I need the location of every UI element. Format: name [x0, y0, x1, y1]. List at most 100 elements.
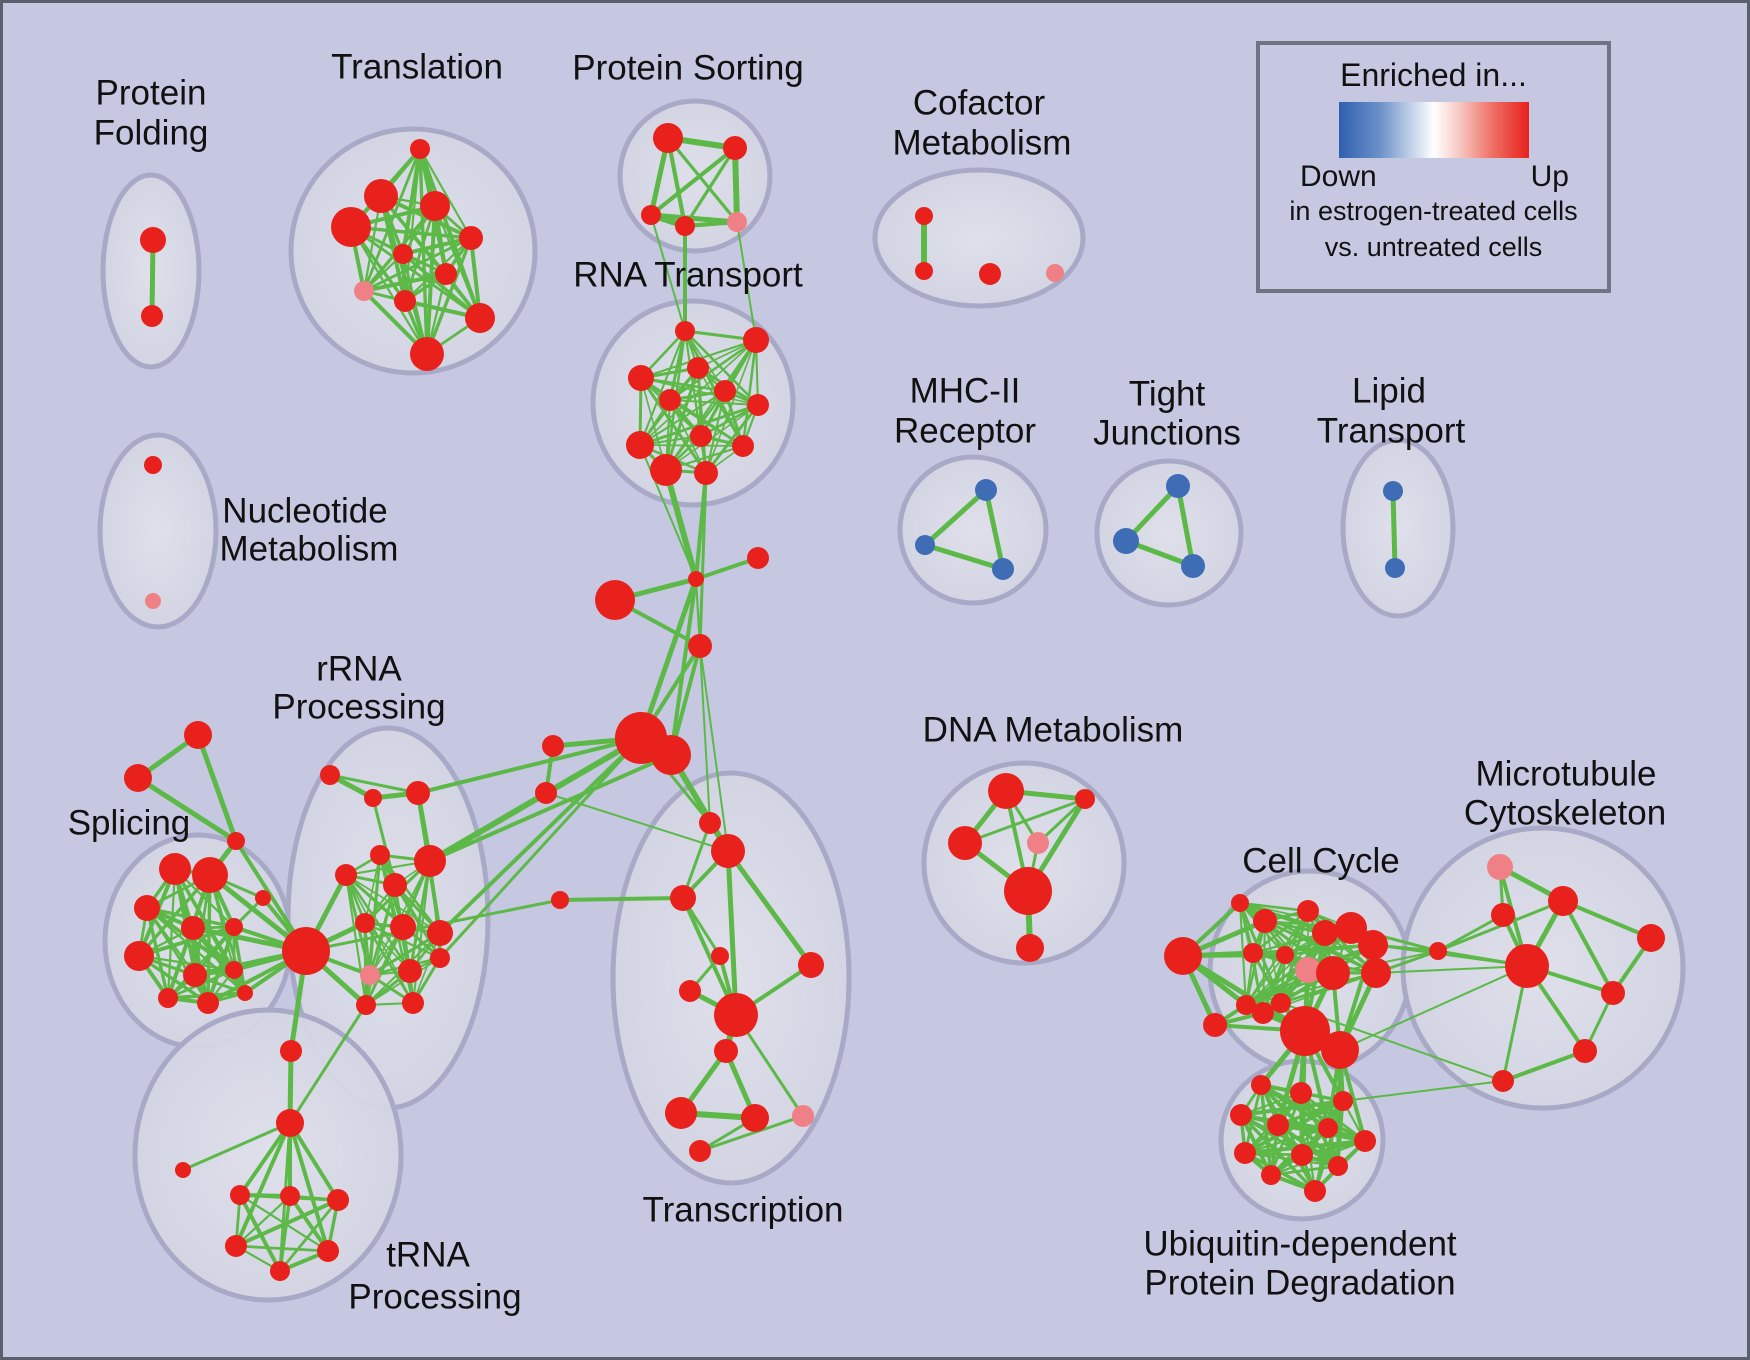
cluster-label: DNA Metabolism [923, 711, 1184, 750]
cluster-label: Splicing [68, 804, 191, 843]
graph-node-red [1601, 981, 1625, 1005]
cluster-label: Transport [1317, 412, 1466, 451]
graph-edge [401, 252, 482, 320]
cluster-label: tRNA [386, 1236, 470, 1275]
cluster-ellipse-lipid-transport [1340, 437, 1456, 619]
graph-edge [683, 146, 737, 228]
graph-node-red [276, 1109, 304, 1137]
graph-edge [1238, 901, 1310, 913]
graph-node-red [688, 634, 712, 658]
legend-up-label: Up [1530, 160, 1569, 193]
graph-node-red [225, 1235, 247, 1257]
graph-edge [393, 883, 442, 960]
graph-node-red [1429, 942, 1447, 960]
graph-node-red [183, 963, 207, 987]
cluster-ellipse-cofactor-metabolism [872, 167, 1086, 309]
graph-node-red [628, 365, 654, 391]
graph-node-red [1203, 1013, 1227, 1037]
graph-edge [669, 577, 698, 757]
graph-node-red [743, 327, 769, 353]
graph-edge [639, 376, 708, 475]
graph-node-red [626, 431, 654, 459]
graph-node-red [280, 1186, 300, 1206]
graph-node-red [1243, 943, 1263, 963]
graph-node-red [406, 781, 430, 805]
graph-edge [1239, 1099, 1345, 1117]
graph-edge [683, 329, 760, 407]
legend: Enriched in... Down Up in estrogen-treat… [1256, 41, 1611, 293]
graph-node-red [679, 980, 701, 1002]
graph-node-red [915, 262, 933, 280]
cluster-label: rRNA [316, 650, 402, 689]
graph-node-red [393, 244, 413, 264]
graph-node-red [1304, 1180, 1326, 1202]
graph-edge [1561, 899, 1615, 995]
graph-node-red [1164, 937, 1202, 975]
graph-edge [362, 272, 448, 293]
graph-edge [438, 736, 643, 935]
graph-edge [1501, 1049, 1587, 1083]
graph-edge [650, 214, 686, 332]
graph-edge [288, 1121, 330, 1253]
graph-edge [362, 147, 422, 293]
graph-node-red [732, 435, 754, 457]
graph-edge [681, 821, 712, 900]
graph-node-red [1234, 1142, 1256, 1164]
cluster-label: Microtubule [1476, 755, 1657, 794]
graph-node-red [1230, 1104, 1252, 1126]
graph-node-red [427, 920, 453, 946]
graph-edge [983, 487, 1006, 572]
graph-node-red [175, 1162, 191, 1178]
graph-node-red [747, 394, 769, 416]
graph-node-red [675, 216, 695, 236]
graph-node-red [690, 425, 712, 447]
graph-node-red [1290, 1082, 1312, 1104]
graph-node-red [414, 845, 446, 877]
graph-node-red [225, 918, 243, 936]
graph-node-red [1291, 1144, 1313, 1166]
cluster-label: Metabolism [220, 530, 399, 569]
graph-node-blue [1181, 554, 1205, 578]
graph-node-red [124, 941, 154, 971]
graph-node-red [714, 1039, 738, 1063]
graph-node-red [675, 321, 695, 341]
graph-edge [698, 471, 708, 648]
graph-node-red [402, 992, 424, 1014]
graph-edge [288, 1194, 330, 1253]
graph-node-red [435, 263, 457, 285]
cluster-label: Nucleotide [222, 492, 387, 531]
graph-node-red [1267, 1114, 1289, 1136]
graph-node-red [270, 1261, 290, 1281]
graph-edge [418, 147, 482, 320]
graph-edge [365, 957, 441, 1006]
graph-edge [418, 147, 473, 240]
graph-node-pink [1487, 854, 1513, 880]
graph-edge [135, 775, 239, 844]
cluster-ellipse-mhc-ii-receptor [897, 454, 1049, 606]
graph-edge [668, 398, 760, 407]
graph-node-red [988, 773, 1024, 809]
graph-edge [288, 1121, 340, 1202]
graph-edge [408, 859, 432, 973]
graph-edge [418, 147, 429, 356]
cluster-label: Cofactor [913, 84, 1046, 123]
graph-node-red [282, 927, 330, 975]
graph-edge [704, 389, 727, 475]
cluster-label: RNA Transport [573, 256, 803, 295]
graph-edge [638, 403, 760, 447]
cluster-label: Cytoskeleton [1464, 794, 1666, 833]
graph-edge [145, 906, 170, 1000]
cluster-ellipse-transcription [610, 770, 852, 1186]
graph-node-red [1505, 944, 1549, 988]
graph-edge [963, 797, 1087, 845]
graph-node-red [410, 337, 444, 371]
graph-node-red [1004, 867, 1052, 915]
graph-node-red [1312, 920, 1338, 946]
graph-node-red [141, 305, 163, 327]
graph-node-red [1358, 930, 1388, 960]
graph-node-red [420, 191, 450, 221]
cluster-label: MHC-II [910, 372, 1021, 411]
graph-node-red [670, 885, 696, 911]
graph-node-pink [1046, 264, 1064, 282]
graph-edge [922, 542, 1006, 572]
